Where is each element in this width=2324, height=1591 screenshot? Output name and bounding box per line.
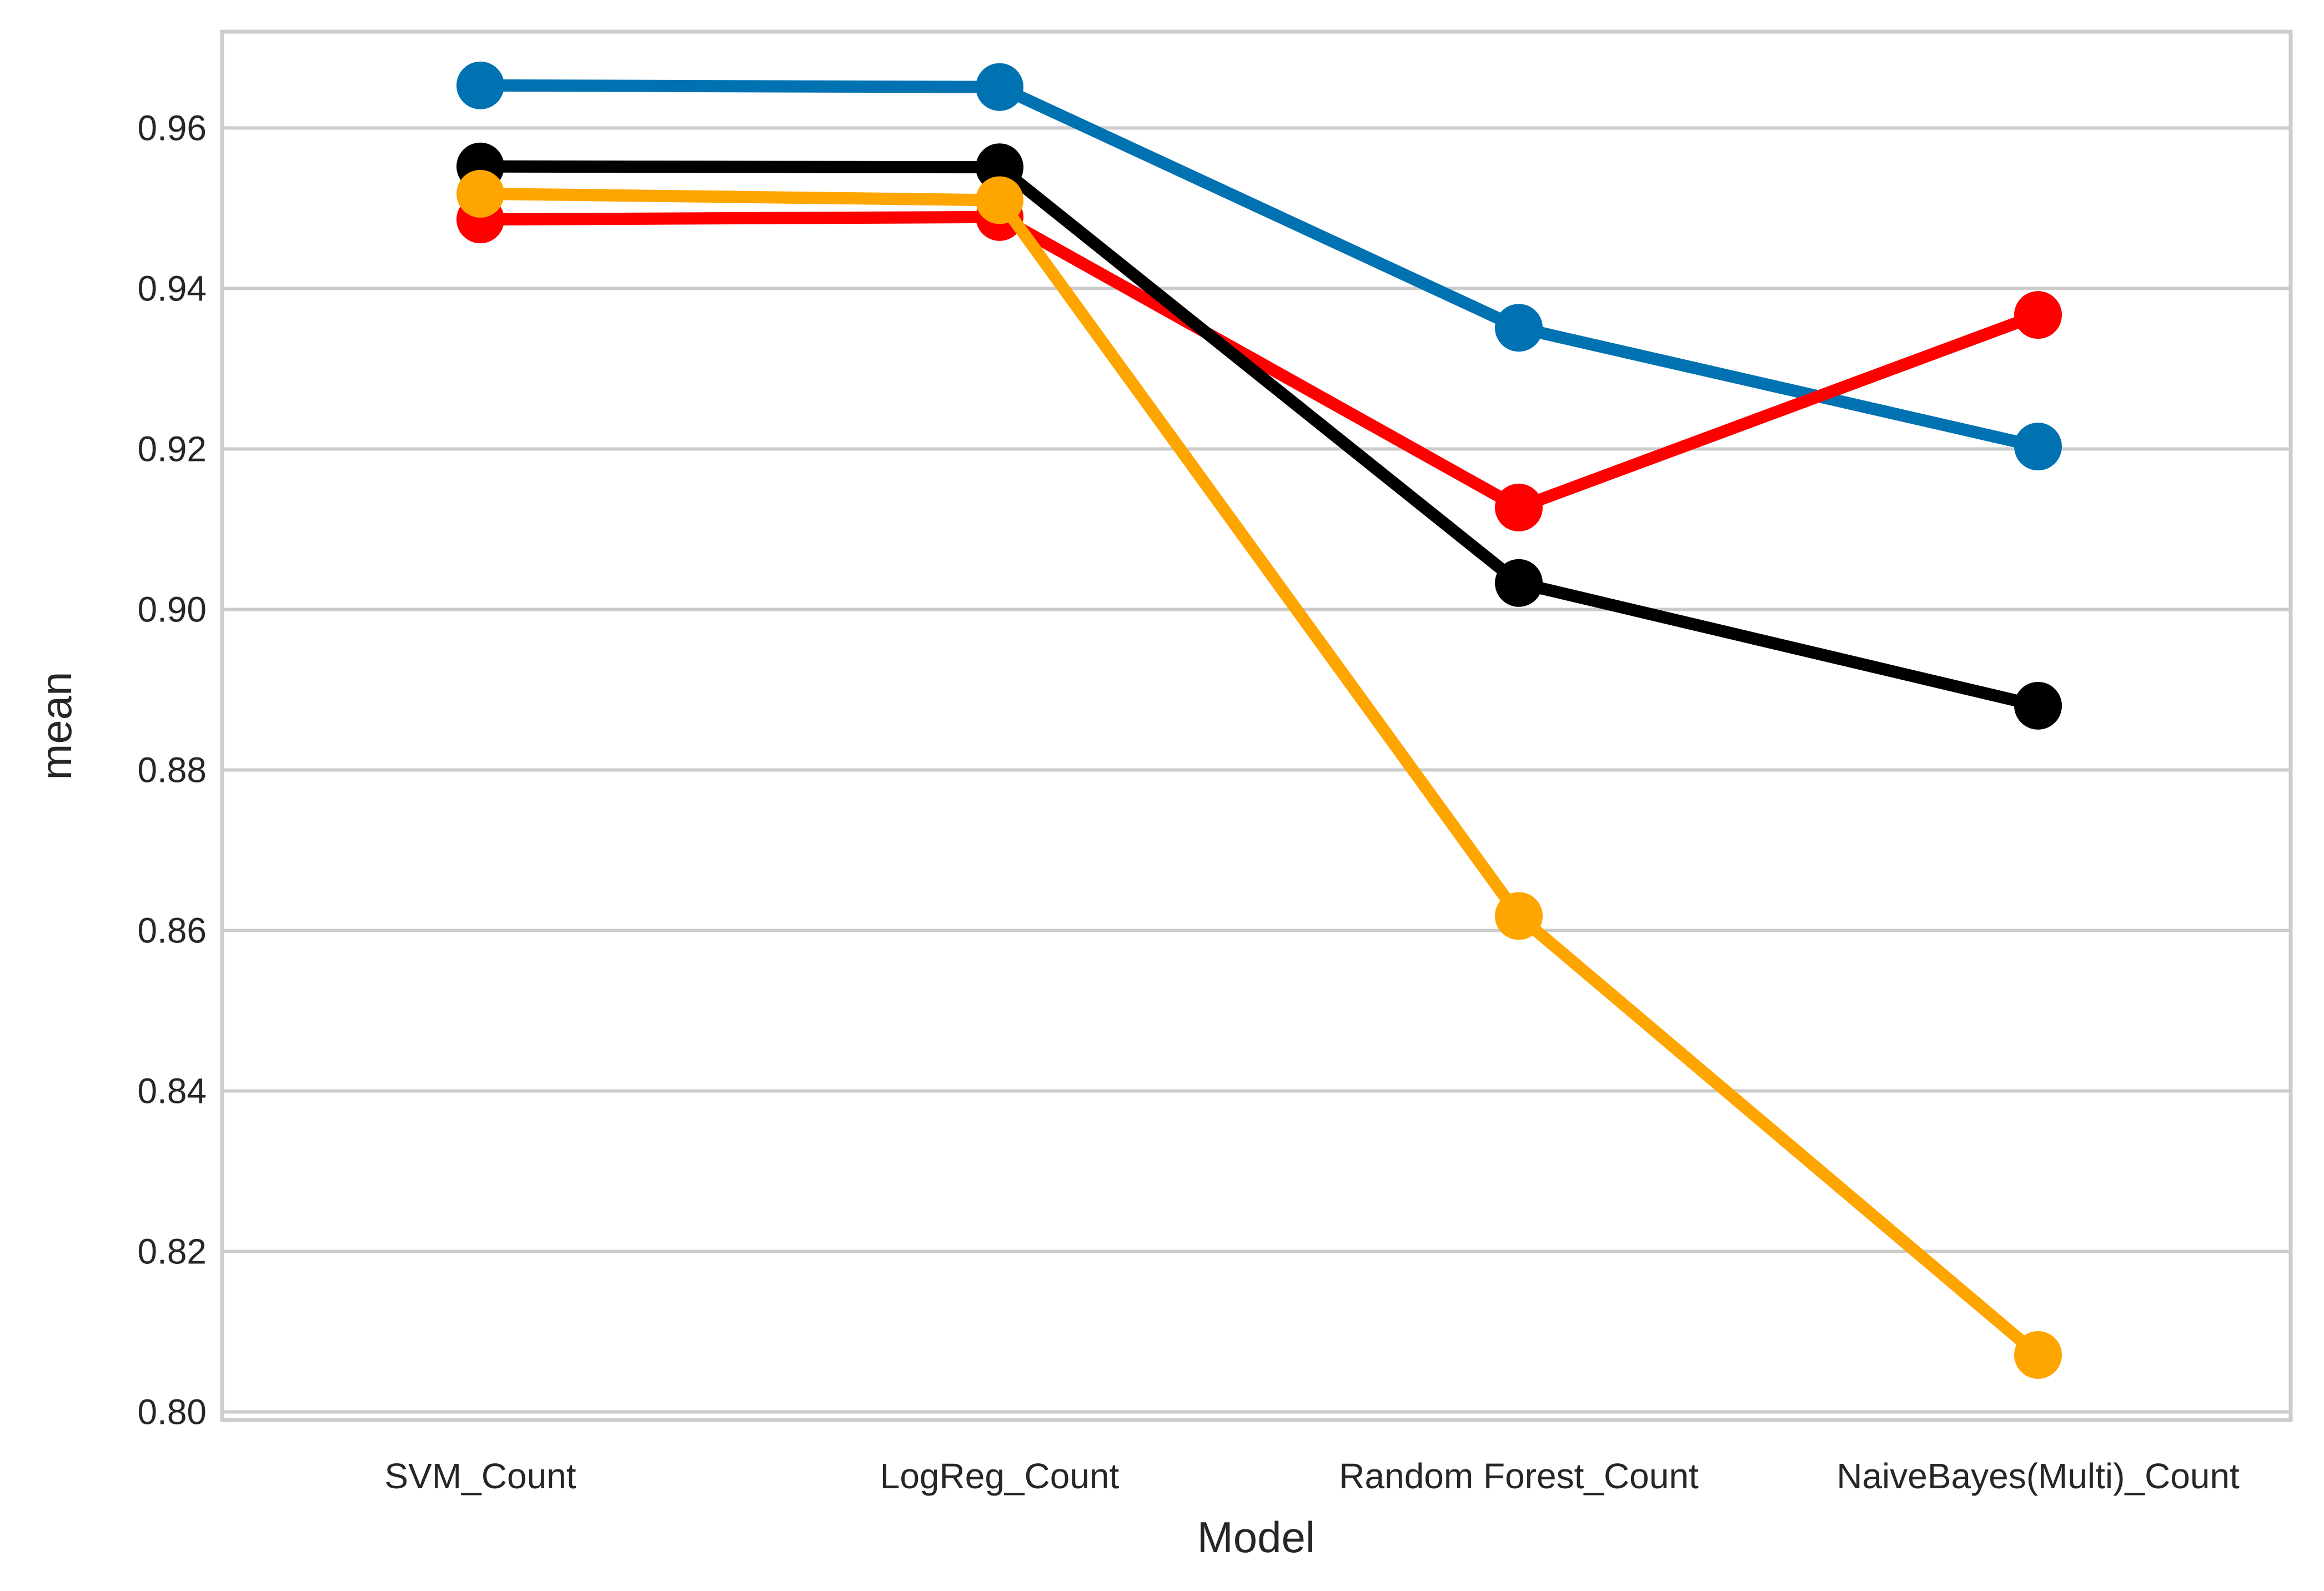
data-point	[1495, 483, 1543, 531]
x-tick-label: Random Forest_Count	[1339, 1456, 1699, 1496]
y-tick-label: 0.82	[137, 1232, 207, 1272]
data-point	[976, 143, 1023, 192]
data-point	[2014, 423, 2062, 471]
plot-frame	[220, 29, 2293, 1422]
data-point	[2014, 1331, 2062, 1379]
series-line	[474, 187, 2044, 1361]
series-4	[456, 169, 2062, 1379]
y-tick-label: 0.90	[137, 589, 207, 629]
gridlines	[222, 126, 2291, 1414]
x-axis-title: Model	[1197, 1513, 1315, 1562]
data-point	[2014, 681, 2062, 730]
data-point	[456, 61, 504, 109]
y-tick-label: 0.96	[137, 108, 207, 148]
series-line	[474, 79, 2044, 453]
data-point	[1495, 892, 1543, 940]
series-line	[474, 210, 2044, 514]
data-point	[976, 63, 1023, 111]
y-tick-label: 0.92	[137, 429, 207, 469]
x-tick-labels: SVM_Count LogReg_Count Random Forest_Count…	[384, 1456, 2240, 1496]
y-tick-label: 0.94	[137, 268, 207, 308]
x-tick-label: LogReg_Count	[880, 1456, 1120, 1496]
y-axis-title: mean	[32, 671, 81, 780]
data-point	[1495, 559, 1543, 607]
series-1	[456, 61, 2062, 471]
data-point	[2014, 291, 2062, 339]
x-tick-label: SVM_Count	[384, 1456, 576, 1496]
y-tick-label: 0.80	[137, 1392, 207, 1432]
series-layer	[456, 61, 2062, 1379]
x-tick-label: NaiveBayes(Multi)_Count	[1836, 1456, 2240, 1496]
data-point	[976, 176, 1023, 224]
y-tick-label: 0.88	[137, 750, 207, 790]
y-tick-label: 0.84	[137, 1071, 207, 1111]
y-tick-label: 0.86	[137, 910, 207, 950]
series-line	[474, 160, 2044, 712]
data-point	[1495, 304, 1543, 352]
y-tick-labels: 0.80 0.82 0.84 0.86 0.88 0.90 0.92 0.94 0.96	[137, 108, 207, 1432]
data-point	[456, 169, 504, 218]
